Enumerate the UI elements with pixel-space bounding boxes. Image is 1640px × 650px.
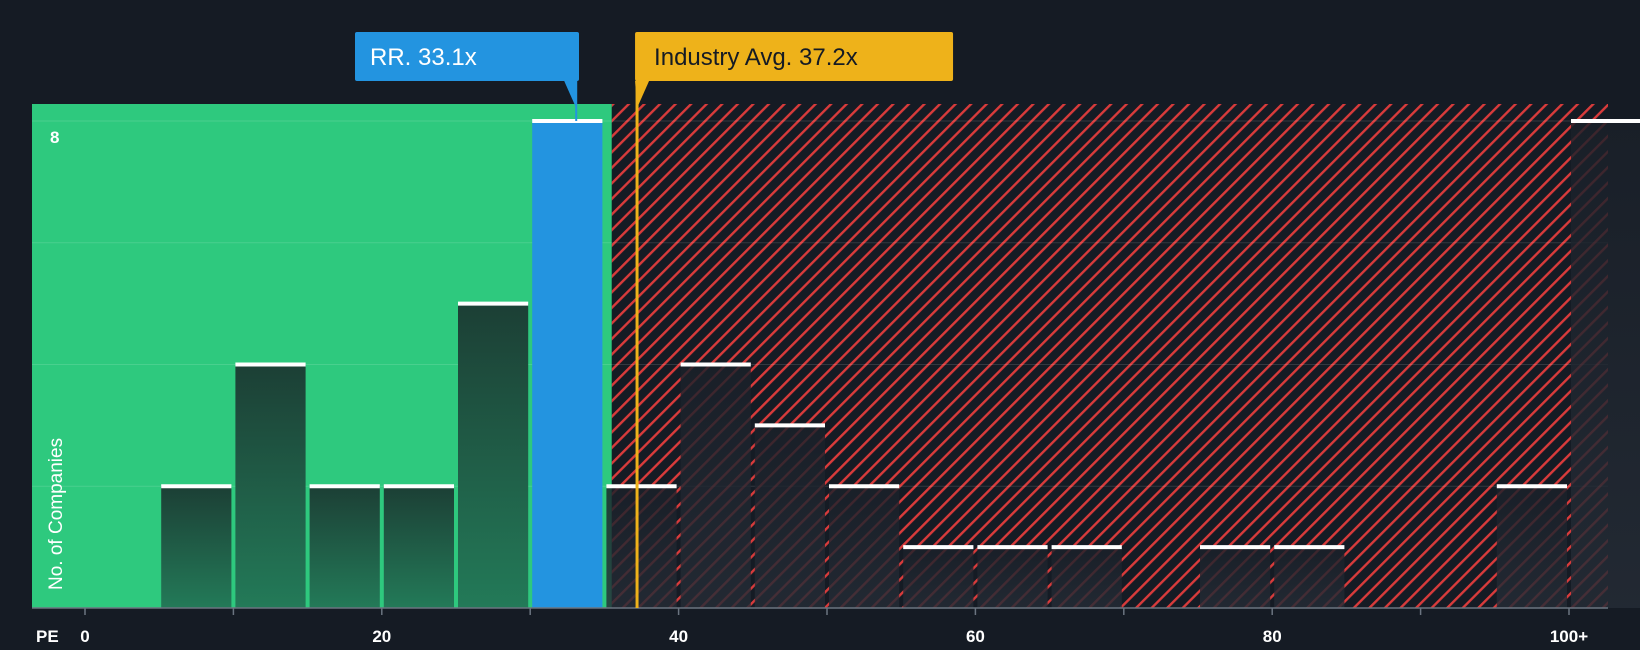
histogram-bar: [977, 547, 1048, 608]
histogram-bar-cap: [754, 423, 825, 428]
histogram-bar: [680, 364, 751, 608]
x-tick-label: 40: [669, 627, 688, 646]
markers: Industry Avg. 37.2x RR. 33.1x: [355, 32, 954, 608]
x-tick-label: 0: [80, 627, 89, 646]
histogram-bar: [1571, 121, 1640, 608]
histogram-bar-cap: [1200, 545, 1271, 550]
histogram-bar: [606, 486, 677, 608]
industry-avg-callout: [635, 32, 954, 81]
histogram-bar-cap: [680, 362, 751, 367]
histogram-bar-cap: [1274, 545, 1345, 550]
histogram-bar-cap: [458, 301, 529, 306]
bars: [161, 119, 1640, 608]
histogram-bar: [458, 303, 529, 608]
histogram-bar-cap: [977, 545, 1048, 550]
histogram-bar-cap: [161, 484, 232, 489]
histogram-bar: [161, 486, 232, 608]
histogram-bar: [235, 364, 306, 608]
histogram-bar-cap: [532, 119, 603, 123]
histogram-bar-cap: [383, 484, 454, 489]
x-tick-label: 100+: [1550, 627, 1588, 646]
histogram-bar: [1496, 486, 1567, 608]
industry-avg-label: Industry Avg. 37.2x: [654, 44, 858, 71]
histogram-bar: [829, 486, 900, 608]
industry-avg-callout-pointer: [635, 81, 650, 108]
histogram-bar-cap: [903, 545, 974, 550]
x-tick-label: 60: [966, 627, 985, 646]
histogram-bar: [383, 486, 454, 608]
company-callout-pointer: [564, 81, 577, 108]
histogram-bar-cap: [1051, 545, 1122, 550]
histogram-bar-cap: [1571, 119, 1640, 123]
histogram-bar: [309, 486, 380, 608]
histogram-bar-cap: [606, 484, 677, 489]
x-tick-label: 80: [1263, 627, 1282, 646]
histogram-bar: [1274, 547, 1345, 608]
histogram-bar-cap: [235, 362, 306, 367]
company-callout: [355, 32, 579, 81]
histogram-bar: [754, 425, 825, 608]
histogram-bar: [903, 547, 974, 608]
x-tick-label: 20: [372, 627, 391, 646]
x-ticks: 0 20 40 60 80 100+: [80, 608, 1588, 646]
y-axis-label: No. of Companies: [46, 438, 67, 590]
company-label: RR. 33.1x: [370, 44, 477, 71]
y-tick-label: 8: [50, 128, 59, 147]
histogram-bar-cap: [1496, 484, 1567, 489]
histogram-bar: [532, 121, 603, 608]
histogram-bar: [1051, 547, 1122, 608]
x-axis-label: PE: [36, 627, 59, 646]
histogram-bar-cap: [829, 484, 900, 489]
histogram-bar-cap: [309, 484, 380, 489]
histogram-bar: [1200, 547, 1271, 608]
